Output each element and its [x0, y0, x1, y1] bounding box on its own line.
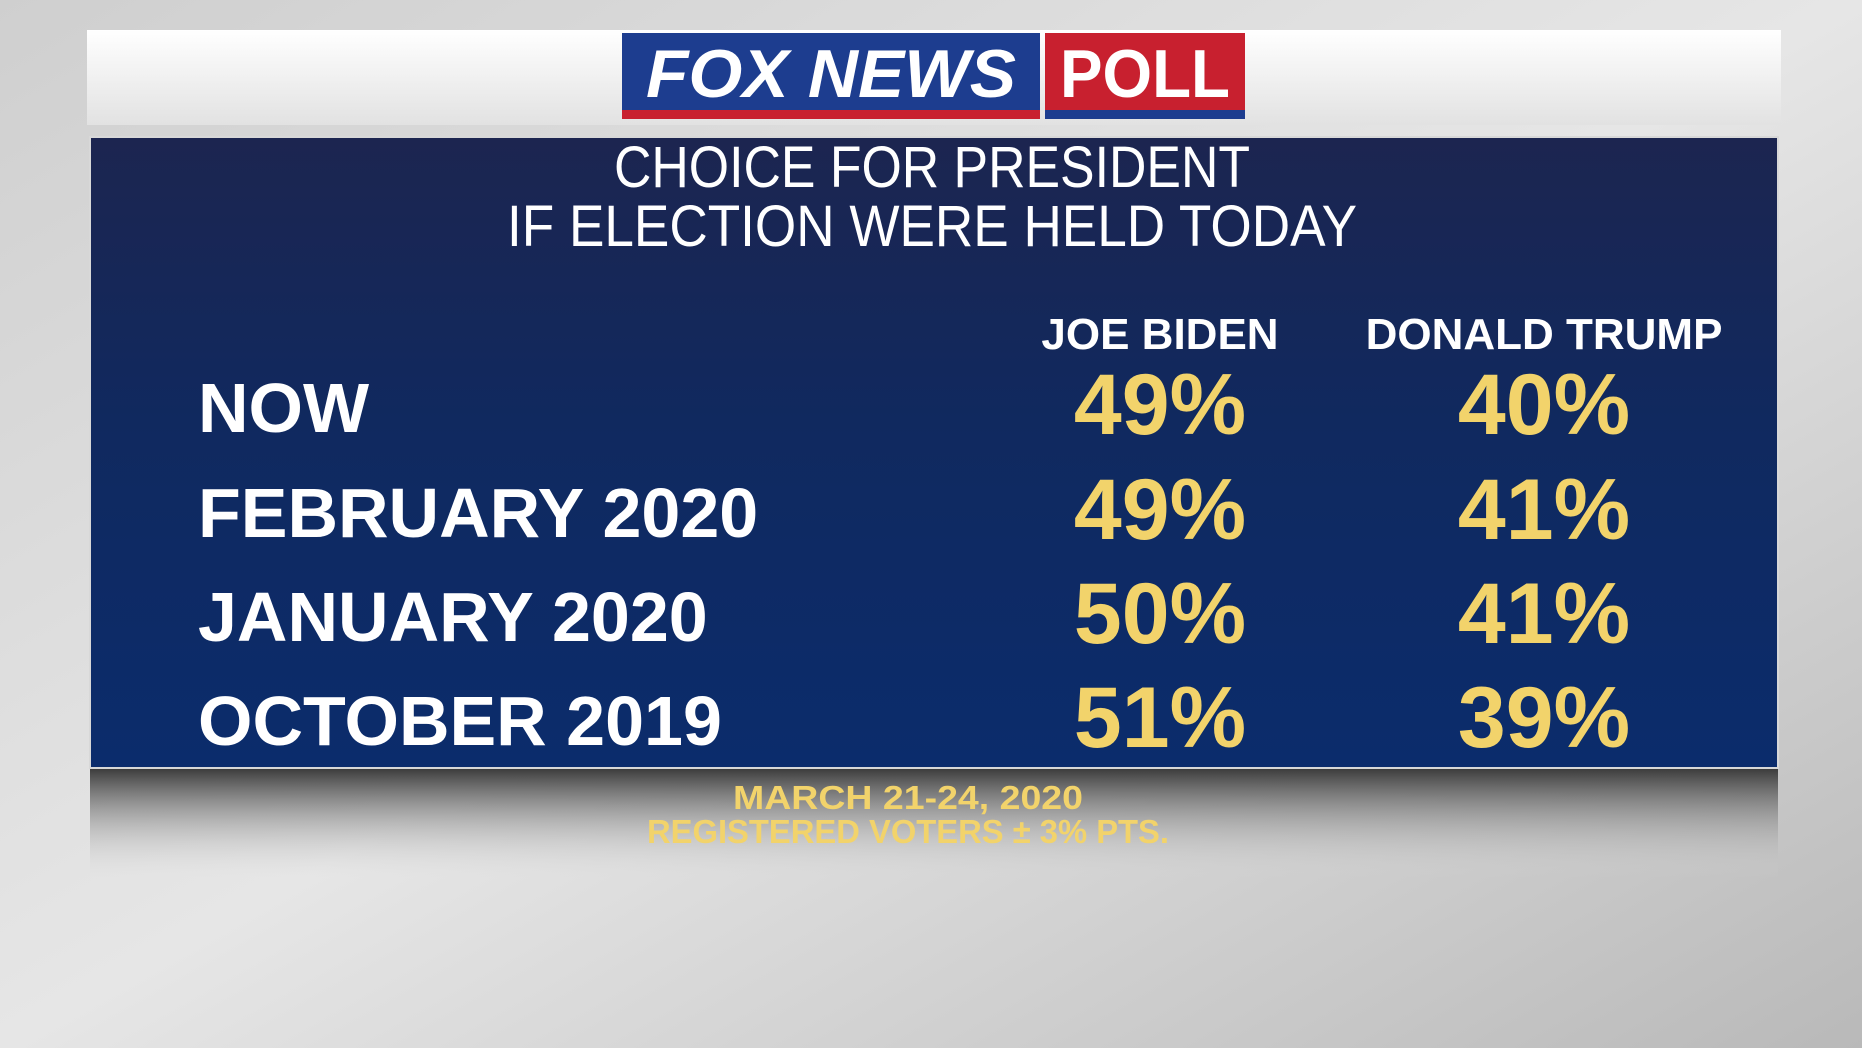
column-header: DONALD TRUMP — [1366, 310, 1723, 359]
logo-text: FOX NEWS — [646, 36, 1016, 112]
logo-stripe — [1045, 110, 1245, 119]
logo-blue — [622, 33, 1040, 119]
row-label: JANUARY 2020 — [198, 578, 708, 656]
title: IF ELECTION WERE HELD TODAY — [507, 194, 1357, 259]
logo-text: POLL — [1060, 36, 1230, 112]
column-header: JOE BIDEN — [1041, 310, 1278, 359]
percent-value: 49% — [1074, 462, 1246, 558]
percent-value: 39% — [1458, 670, 1630, 766]
percent-value: 41% — [1458, 462, 1630, 558]
row-label: OCTOBER 2019 — [198, 682, 722, 760]
percent-value: 51% — [1074, 670, 1246, 766]
row-label: NOW — [198, 369, 369, 447]
row-label: FEBRUARY 2020 — [198, 474, 758, 552]
logo-red — [1045, 33, 1245, 119]
table: JOE BIDEN DONALD TRUMP NOW 49% 40% FEBRUARY 2… — [198, 310, 1722, 766]
title: CHOICE FOR PRESIDENT — [614, 135, 1250, 200]
logo-stripe — [622, 110, 1040, 119]
footer-note: REGISTERED VOTERS ± 3% PTS. — [647, 813, 1169, 850]
footer-shade — [90, 768, 1778, 878]
panel — [89, 136, 1779, 769]
percent-value: 49% — [1074, 357, 1246, 453]
footer-date: MARCH 21-24, 2020 — [733, 779, 1083, 816]
percent-value: 41% — [1458, 566, 1630, 662]
percent-value: 50% — [1074, 566, 1246, 662]
percent-value: 40% — [1458, 357, 1630, 453]
